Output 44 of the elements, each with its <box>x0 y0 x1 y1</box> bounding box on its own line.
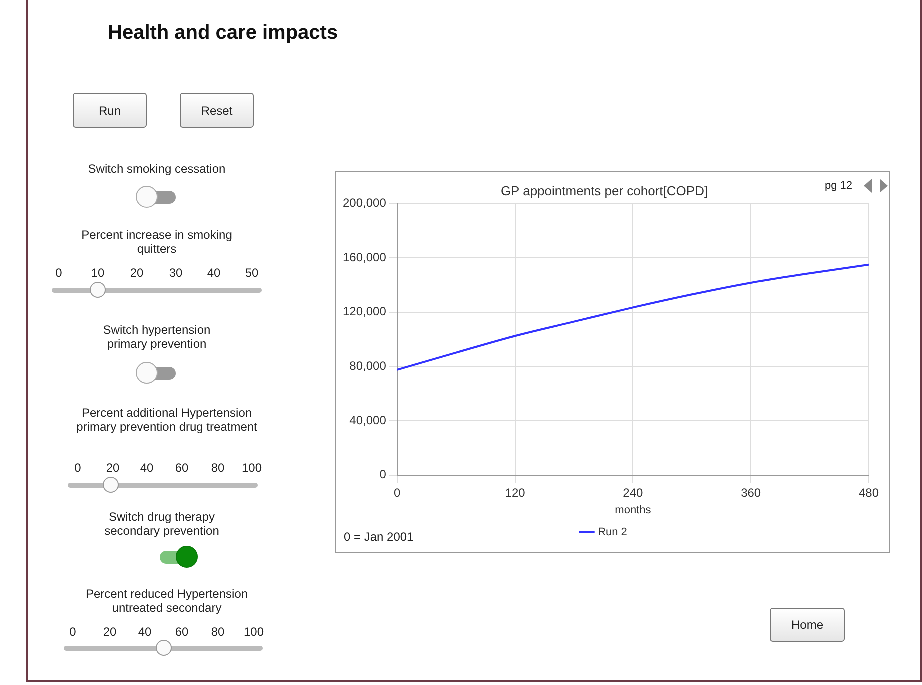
x-tick-label: 240 <box>623 486 644 500</box>
text: Switch hypertension primary prevention <box>102 323 212 351</box>
text: 40 <box>206 266 222 280</box>
text: pg 12 <box>825 180 853 192</box>
text: 0 <box>74 461 82 475</box>
x-tick-label: 480 <box>858 486 880 500</box>
text: 20 <box>105 461 121 475</box>
text: 100 <box>240 461 264 475</box>
text: Percent increase in smoking quitters <box>80 228 234 256</box>
y-tick-label: 40,000 <box>350 413 387 428</box>
text: Percent reduced Hypertension untreated secondary <box>84 587 250 615</box>
y-tick-label: 160,000 <box>342 250 387 264</box>
text: 10 <box>90 266 106 280</box>
y-tick-label: 80,000 <box>350 358 387 373</box>
text: 30 <box>168 266 184 280</box>
legend-label: Run 2 <box>598 526 628 539</box>
text: Home <box>770 608 845 642</box>
x-tick-label: 120 <box>505 486 526 500</box>
text: 100 <box>242 625 266 639</box>
text: 0 = Jan 2001 <box>344 530 414 544</box>
text: Switch drug therapy secondary prevention <box>104 510 220 538</box>
text: 50 <box>244 266 260 280</box>
text: Percent additional Hypertension primary prevention drug treatment <box>76 406 258 434</box>
text: 20 <box>129 266 145 280</box>
text: 20 <box>102 625 118 639</box>
y-tick-label: 200,000 <box>342 196 387 210</box>
chart-title: GP appointments per cohort[COPD] <box>500 183 708 198</box>
text: Run <box>73 93 147 128</box>
text: 80 <box>210 625 226 639</box>
text: 60 <box>174 625 190 639</box>
x-tick-label: 0 <box>394 486 402 500</box>
x-axis-title: months <box>615 504 652 516</box>
text: Reset <box>180 93 254 128</box>
text: 40 <box>137 625 153 639</box>
text: Switch smoking cessation <box>87 162 227 176</box>
text: 0 <box>54 266 64 280</box>
y-tick-label: 120,000 <box>342 304 387 319</box>
x-tick-label: 360 <box>741 486 762 500</box>
text: 80 <box>210 461 226 475</box>
y-tick-label: 0 <box>380 468 387 482</box>
text: 60 <box>174 461 190 475</box>
text: 40 <box>139 461 155 475</box>
text: 0 <box>68 625 78 639</box>
text: Health and care impacts <box>108 22 338 45</box>
